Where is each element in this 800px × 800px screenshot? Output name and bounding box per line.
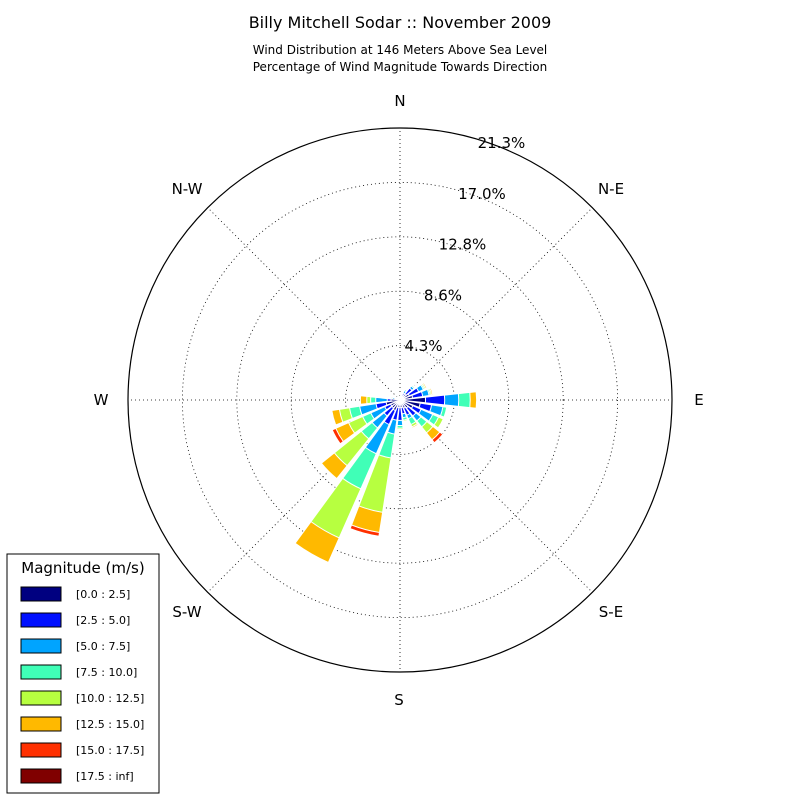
radial-tick-label: 4.3%	[404, 337, 442, 355]
radial-tick-label: 8.6%	[424, 286, 462, 304]
wind-bars	[294, 381, 478, 564]
legend-title: Magnitude (m/s)	[21, 559, 144, 577]
legend-swatch	[20, 664, 62, 680]
polar-outer-circle	[127, 127, 673, 673]
polar-labels: 4.3% 8.6% 12.8% 17.0% 21.3% N N-E E S-E S S-W W N-W	[94, 92, 704, 709]
chart-title: Billy Mitchell Sodar :: November 2009	[249, 13, 552, 32]
wind-bar-segment	[397, 399, 403, 421]
compass-label-s-e: S-E	[599, 603, 623, 621]
legend-label: [0.0 : 2.5]	[76, 588, 130, 601]
wind-bar-segment	[385, 399, 401, 406]
radial-tick-label: 12.8%	[439, 236, 487, 254]
legend-swatch	[20, 716, 62, 732]
compass-label-s-w: S-W	[172, 603, 201, 621]
wind-bar-segment	[399, 394, 414, 401]
compass-label-w: W	[94, 391, 109, 409]
radial-tick-label: 17.0%	[458, 185, 506, 203]
compass-label-s: S	[394, 691, 404, 709]
legend-label: [7.5 : 10.0]	[76, 666, 137, 679]
legend: Magnitude (m/s) [0.0 : 2.5] [2.5 : 5.0] [5…	[6, 553, 160, 794]
legend-swatch	[20, 612, 62, 628]
legend-swatch	[20, 586, 62, 602]
chart-subtitle-line-1: Wind Distribution at 146 Meters Above Se…	[253, 43, 548, 57]
legend-label: [10.0 : 12.5]	[76, 692, 144, 705]
legend-swatch	[20, 690, 62, 706]
grid-circle	[236, 236, 564, 564]
legend-swatch	[20, 638, 62, 654]
compass-label-e: E	[694, 391, 703, 409]
grid-circle	[181, 181, 619, 619]
legend-swatch	[20, 768, 62, 784]
radial-tick-label: 21.3%	[478, 134, 526, 152]
compass-label-n-e: N-E	[598, 180, 624, 198]
legend-label: [15.0 : 17.5]	[76, 744, 144, 757]
compass-label-n-w: N-W	[172, 180, 203, 198]
compass-label-n: N	[394, 92, 405, 110]
grid-spoke	[207, 207, 401, 401]
wind-bar-segment	[399, 396, 427, 404]
chart-subtitle-line-2: Percentage of Wind Magnitude Towards Dir…	[253, 60, 547, 74]
legend-entries: [0.0 : 2.5] [2.5 : 5.0] [5.0 : 7.5] [7.5 : …	[20, 586, 144, 784]
wind-bar-segment	[390, 398, 401, 402]
legend-label: [2.5 : 5.0]	[76, 614, 130, 627]
legend-label: [5.0 : 7.5]	[76, 640, 130, 653]
legend-swatch	[20, 742, 62, 758]
legend-label: [12.5 : 15.0]	[76, 718, 144, 731]
legend-label: [17.5 : inf]	[76, 770, 134, 783]
